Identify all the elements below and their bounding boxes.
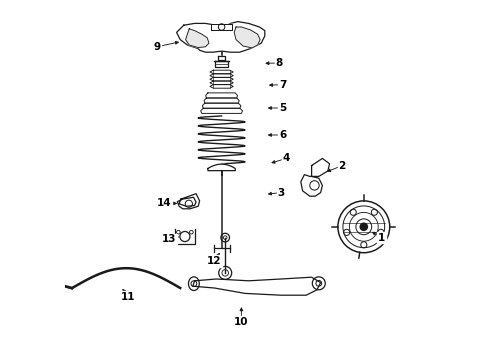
- Polygon shape: [208, 164, 235, 171]
- Polygon shape: [218, 56, 225, 60]
- Text: 12: 12: [207, 256, 221, 266]
- Polygon shape: [216, 61, 228, 67]
- Text: 4: 4: [283, 153, 290, 163]
- Polygon shape: [193, 277, 320, 295]
- Text: 6: 6: [279, 130, 287, 140]
- Polygon shape: [211, 24, 232, 30]
- Text: 8: 8: [275, 58, 283, 68]
- Polygon shape: [210, 85, 233, 88]
- Text: 2: 2: [339, 161, 346, 171]
- Text: 5: 5: [279, 103, 287, 113]
- Text: 3: 3: [277, 188, 285, 198]
- Polygon shape: [204, 98, 239, 103]
- Polygon shape: [301, 158, 330, 196]
- Polygon shape: [210, 77, 233, 81]
- Polygon shape: [186, 29, 209, 48]
- Polygon shape: [175, 229, 195, 244]
- Text: 9: 9: [153, 42, 160, 52]
- Circle shape: [360, 222, 368, 231]
- Polygon shape: [234, 27, 260, 48]
- Text: 7: 7: [279, 80, 287, 90]
- Polygon shape: [210, 81, 233, 85]
- Polygon shape: [201, 108, 243, 113]
- Text: 11: 11: [121, 292, 135, 302]
- Polygon shape: [177, 194, 199, 209]
- Polygon shape: [206, 93, 238, 98]
- Text: 10: 10: [234, 317, 248, 327]
- Polygon shape: [176, 22, 265, 52]
- Text: 14: 14: [157, 198, 172, 208]
- Polygon shape: [210, 70, 233, 74]
- Polygon shape: [202, 103, 241, 108]
- Text: 13: 13: [162, 234, 177, 244]
- Polygon shape: [210, 74, 233, 77]
- Text: 1: 1: [378, 233, 386, 243]
